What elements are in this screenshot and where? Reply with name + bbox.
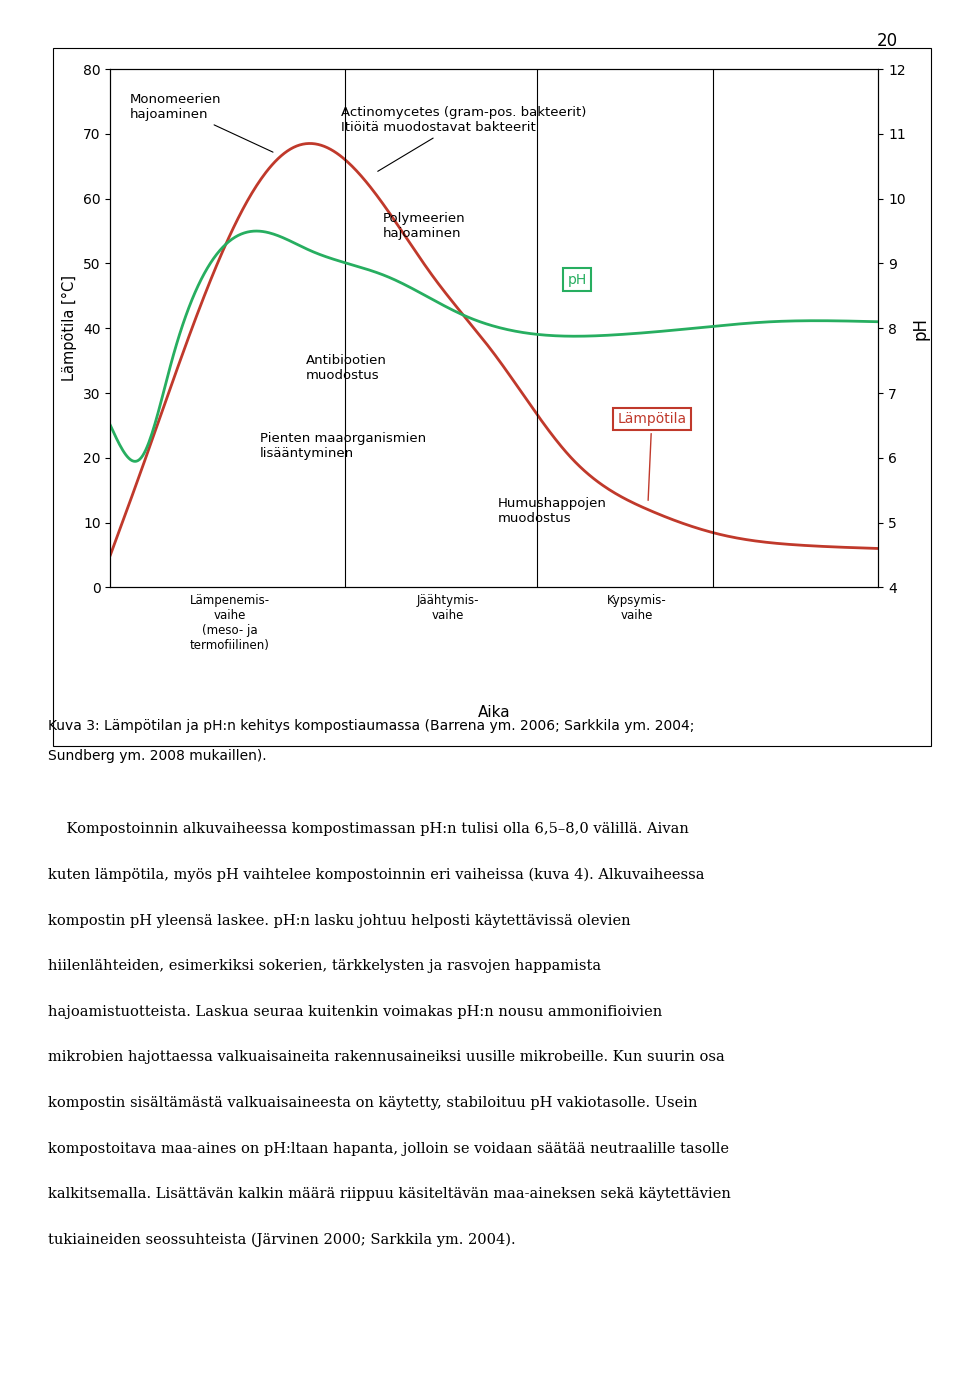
Text: Kypsymis-
vaihe: Kypsymis- vaihe bbox=[607, 594, 666, 622]
Y-axis label: Lämpötila [°C]: Lämpötila [°C] bbox=[62, 275, 78, 381]
Text: hajoamistuotteista. Laskua seuraa kuitenkin voimakas pH:n nousu ammonifioivien: hajoamistuotteista. Laskua seuraa kuiten… bbox=[48, 1005, 662, 1019]
Y-axis label: pH: pH bbox=[911, 316, 929, 340]
Text: Actinomycetes (gram-pos. bakteerit)
Itiöitä muodostavat bakteerit: Actinomycetes (gram-pos. bakteerit) Itiö… bbox=[341, 106, 587, 171]
Text: Lämpötila: Lämpötila bbox=[617, 412, 686, 500]
Text: hiilenlähteiden, esimerkiksi sokerien, tärkkelysten ja rasvojen happamista: hiilenlähteiden, esimerkiksi sokerien, t… bbox=[48, 959, 601, 973]
Text: tukiaineiden seossuhteista (Järvinen 2000; Sarkkila ym. 2004).: tukiaineiden seossuhteista (Järvinen 200… bbox=[48, 1233, 516, 1247]
Text: pH: pH bbox=[567, 272, 587, 286]
Text: Monomeerien
hajoaminen: Monomeerien hajoaminen bbox=[130, 93, 273, 152]
Text: Kuva 3: Lämpötilan ja pH:n kehitys kompostiaumassa (Barrena ym. 2006; Sarkkila y: Kuva 3: Lämpötilan ja pH:n kehitys kompo… bbox=[48, 719, 694, 732]
Text: kuten lämpötila, myös pH vaihtelee kompostoinnin eri vaiheissa (kuva 4). Alkuvai: kuten lämpötila, myös pH vaihtelee kompo… bbox=[48, 868, 705, 882]
Text: Lämpenemis-
vaihe
(meso- ja
termofiilinen): Lämpenemis- vaihe (meso- ja termofiiline… bbox=[189, 594, 270, 652]
Text: Kompostoinnin alkuvaiheessa kompostimassan pH:n tulisi olla 6,5–8,0 välillä. Aiv: Kompostoinnin alkuvaiheessa kompostimass… bbox=[48, 822, 689, 836]
Text: Antibiootien
muodostus: Antibiootien muodostus bbox=[306, 354, 387, 383]
Text: Jäähtymis-
vaihe: Jäähtymis- vaihe bbox=[417, 594, 480, 622]
Text: kalkitsemalla. Lisättävän kalkin määrä riippuu käsiteltävän maa-aineksen sekä kä: kalkitsemalla. Lisättävän kalkin määrä r… bbox=[48, 1187, 731, 1201]
Text: Aika: Aika bbox=[478, 705, 511, 720]
Text: Polymeerien
hajoaminen: Polymeerien hajoaminen bbox=[383, 211, 466, 239]
Text: kompostoitava maa-aines on pH:ltaan hapanta, jolloin se voidaan säätää neutraali: kompostoitava maa-aines on pH:ltaan hapa… bbox=[48, 1142, 729, 1155]
Text: Humushappojen
muodostus: Humushappojen muodostus bbox=[498, 496, 607, 525]
Text: Pienten maaorganismien
lisääntyminen: Pienten maaorganismien lisääntyminen bbox=[260, 431, 426, 460]
Text: 20: 20 bbox=[876, 32, 898, 50]
Text: kompostin pH yleensä laskee. pH:n lasku johtuu helposti käytettävissä olevien: kompostin pH yleensä laskee. pH:n lasku … bbox=[48, 914, 631, 927]
Text: kompostin sisältämästä valkuaisaineesta on käytetty, stabiloituu pH vakiotasolle: kompostin sisältämästä valkuaisaineesta … bbox=[48, 1096, 698, 1110]
Text: mikrobien hajottaessa valkuaisaineita rakennusaineiksi uusille mikrobeille. Kun : mikrobien hajottaessa valkuaisaineita ra… bbox=[48, 1050, 725, 1064]
Text: Sundberg ym. 2008 mukaillen).: Sundberg ym. 2008 mukaillen). bbox=[48, 749, 267, 763]
